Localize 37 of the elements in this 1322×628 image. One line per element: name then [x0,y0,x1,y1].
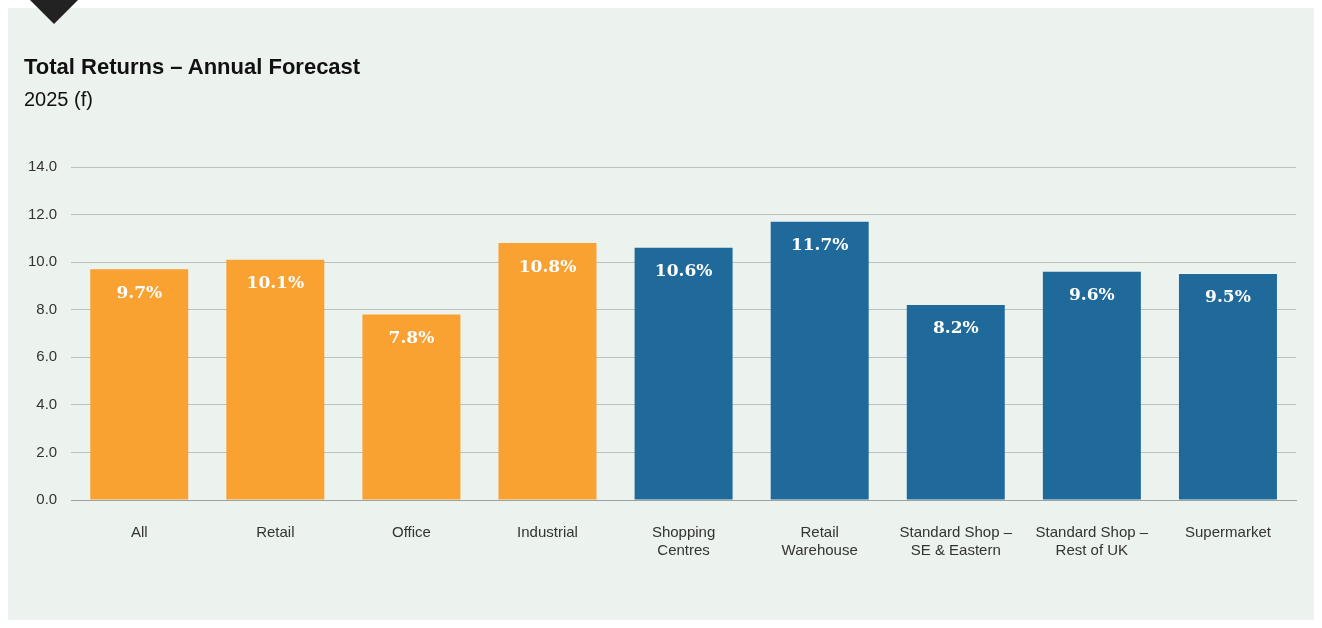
y-tick-label: 4.0 [36,395,58,412]
x-tick-label: Retail [256,523,295,541]
bar [1042,271,1141,500]
x-tick-label: Industrial [517,523,578,541]
y-tick-label: 10.0 [27,252,58,270]
bar [498,243,597,500]
y-tick-label: 12.0 [27,204,58,222]
x-tick-label: All [130,523,148,541]
y-tick-label: 8.0 [36,299,58,317]
y-tick-label: 2.0 [36,442,58,460]
y-tick-label: 6.0 [36,347,58,365]
y-tick-label: 14.0 [27,157,58,175]
data-label: 7.8% [388,326,435,347]
x-tick-label: Standard Shop – Rest of UK [1035,523,1149,559]
bar [906,304,1005,500]
data-label: 10.6% [654,260,713,281]
chart-title: Total Returns – Annual Forecast [24,54,361,80]
x-tick-label: Supermarket [1185,523,1272,541]
bar [634,247,733,500]
data-label: 9.5% [1205,286,1251,307]
bar [90,269,189,500]
data-label: 9.6% [1069,284,1115,305]
chart-subtitle: 2025 (f) [24,88,93,111]
bar [1178,274,1277,500]
data-label: 8.2% [932,317,979,338]
x-tick-label: Retail Warehouse [781,523,858,559]
y-tick-label: 0.0 [36,490,58,508]
x-tick-label: Shopping Centres [651,523,716,559]
x-tick-label: Office [391,523,431,541]
bar [226,259,325,500]
x-tick-label: Standard Shop – SE & Eastern [899,523,1013,559]
bar [770,221,869,500]
data-label: 10.1% [246,272,305,293]
data-label: 10.8% [518,255,577,276]
data-label: 11.7% [790,234,849,255]
bar [362,314,461,500]
data-label: 9.7% [116,281,163,302]
